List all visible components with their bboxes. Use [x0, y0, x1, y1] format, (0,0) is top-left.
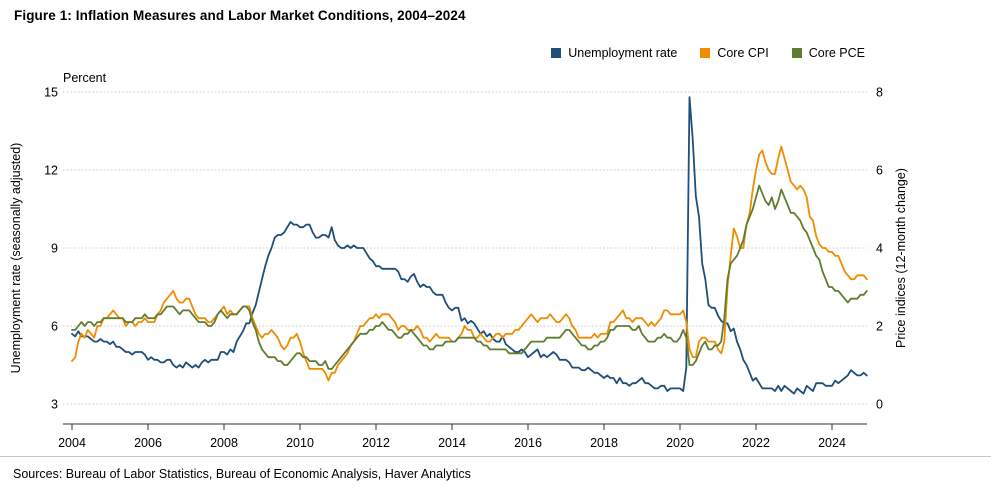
x-axis-tick-label: 2020: [666, 436, 694, 450]
right-axis-tick-label: 6: [876, 164, 883, 178]
right-axis-title: Price indices (12-month change): [894, 168, 908, 348]
x-axis-tick-label: 2004: [58, 436, 86, 450]
x-axis-tick-label: 2008: [210, 436, 238, 450]
series-line-core-pce: [71, 184, 868, 370]
legend-label: Unemployment rate: [568, 46, 678, 60]
legend-label: Core PCE: [808, 46, 865, 60]
figure-title: Figure 1: Inflation Measures and Labor M…: [14, 8, 466, 23]
legend-item-core-pce: Core PCE: [791, 46, 865, 60]
x-axis-tick-label: 2014: [438, 436, 466, 450]
series-line-unemployment-rate: [71, 96, 868, 395]
x-axis-tick-label: 2016: [514, 436, 542, 450]
unemployment-rate-swatch-icon: [551, 48, 562, 58]
series-line-core-cpi: [71, 145, 868, 382]
chart-legend: Unemployment rate Core CPI Core PCE: [551, 46, 865, 60]
core-pce-swatch-icon: [791, 48, 802, 58]
left-axis-unit-label: Percent: [63, 71, 107, 85]
left-axis-tick-label: 15: [44, 86, 58, 100]
x-axis-tick-label: 2018: [590, 436, 618, 450]
x-axis-tick-label: 2024: [818, 436, 846, 450]
left-axis-tick-label: 9: [51, 242, 58, 256]
legend-label: Core CPI: [717, 46, 769, 60]
x-axis-tick-label: 2022: [742, 436, 770, 450]
core-cpi-swatch-icon: [700, 48, 711, 58]
footer-divider: [0, 456, 991, 457]
left-axis-title: Unemployment rate (seasonally adjusted): [9, 143, 23, 374]
left-axis-tick-label: 3: [51, 398, 58, 412]
x-axis-tick-label: 2010: [286, 436, 314, 450]
right-axis-tick-label: 8: [876, 86, 883, 100]
left-axis-tick-label: 6: [51, 320, 58, 334]
right-axis-tick-label: 0: [876, 398, 883, 412]
legend-item-unemployment-rate: Unemployment rate: [551, 46, 677, 60]
right-axis-tick-label: 4: [876, 242, 883, 256]
sources-note: Sources: Bureau of Labor Statistics, Bur…: [13, 467, 471, 481]
legend-item-core-cpi: Core CPI: [700, 46, 769, 60]
left-axis-tick-label: 12: [44, 164, 58, 178]
right-axis-tick-label: 2: [876, 320, 883, 334]
x-axis-tick-label: 2006: [134, 436, 162, 450]
x-axis-tick-label: 2012: [362, 436, 390, 450]
